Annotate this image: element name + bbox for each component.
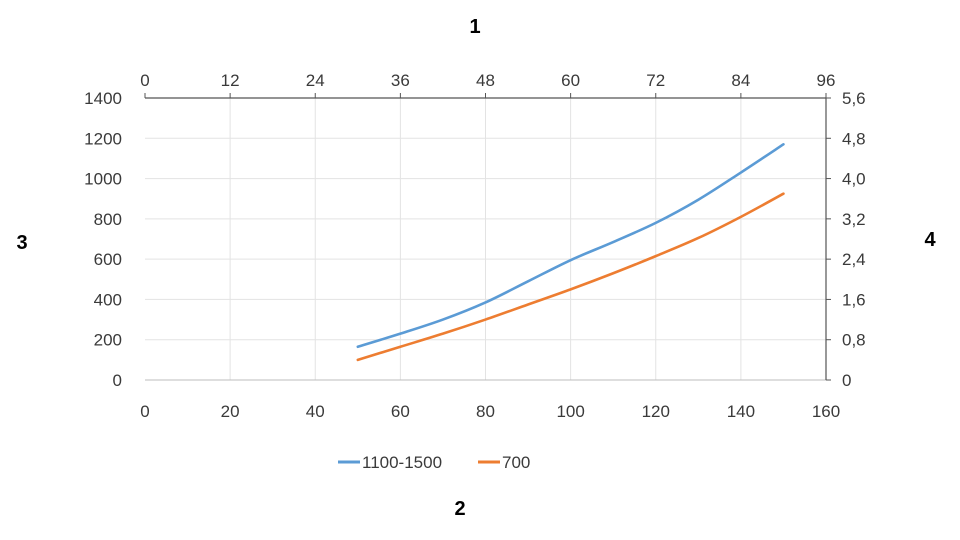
y-left-tick-label: 600 bbox=[94, 250, 122, 269]
legend-label-1100-1500: 1100-1500 bbox=[362, 453, 442, 472]
x-top-tick-label: 96 bbox=[817, 71, 836, 90]
axis-label-bottom: 2 bbox=[454, 498, 465, 520]
x-bottom-tick-label: 120 bbox=[642, 402, 670, 421]
y-right-tick-label: 1,6 bbox=[842, 290, 866, 309]
axes bbox=[144, 93, 831, 381]
x-bottom-tick-label: 80 bbox=[476, 402, 495, 421]
y-left-tick-label: 200 bbox=[94, 331, 122, 350]
series-line-700 bbox=[356, 192, 785, 362]
axis-label-left: 3 bbox=[16, 232, 27, 254]
legend: 1100-1500 700 bbox=[338, 453, 530, 472]
series-lines bbox=[356, 143, 785, 362]
axis-label-top: 1 bbox=[469, 16, 480, 38]
y-left-tick-label: 1000 bbox=[84, 170, 122, 189]
y-left-tick-label: 1200 bbox=[84, 129, 122, 148]
legend-label-700: 700 bbox=[502, 453, 530, 472]
y-right-tick-label: 0 bbox=[842, 371, 851, 390]
x-top-tick-label: 12 bbox=[221, 71, 240, 90]
axis-label-right: 4 bbox=[924, 229, 936, 251]
y-left-tick-label: 0 bbox=[113, 371, 122, 390]
x-bottom-tick-label: 140 bbox=[727, 402, 755, 421]
x-top-tick-label: 24 bbox=[306, 71, 325, 90]
x-top-tick-label: 72 bbox=[646, 71, 665, 90]
y-right-tick-label: 2,4 bbox=[842, 250, 866, 269]
x-top-tick-label: 0 bbox=[140, 71, 149, 90]
y-right-tick-label: 3,2 bbox=[842, 210, 866, 229]
x-bottom-tick-label: 20 bbox=[221, 402, 240, 421]
x-top-tick-label: 60 bbox=[561, 71, 580, 90]
x-top-tick-label: 48 bbox=[476, 71, 495, 90]
tick-labels: 0 20 40 60 80 100 120 140 1600200400600800100012… bbox=[84, 71, 865, 421]
x-bottom-tick-label: 160 bbox=[812, 402, 840, 421]
gridlines bbox=[145, 97, 826, 380]
x-bottom-tick-label: 100 bbox=[556, 402, 584, 421]
x-top-tick-label: 84 bbox=[731, 71, 750, 90]
x-top-tick-label: 36 bbox=[391, 71, 410, 90]
x-bottom-tick-label: 0 bbox=[140, 402, 149, 421]
y-right-tick-label: 5,6 bbox=[842, 89, 866, 108]
y-left-tick-label: 800 bbox=[94, 210, 122, 229]
y-right-tick-label: 4,8 bbox=[842, 129, 866, 148]
x-bottom-tick-label: 60 bbox=[391, 402, 410, 421]
y-left-tick-label: 400 bbox=[94, 290, 122, 309]
series-line-1100-1500 bbox=[356, 143, 785, 349]
y-right-tick-label: 0,8 bbox=[842, 331, 866, 350]
x-bottom-tick-label: 40 bbox=[306, 402, 325, 421]
y-right-tick-label: 4,0 bbox=[842, 170, 866, 189]
y-left-tick-label: 1400 bbox=[84, 89, 122, 108]
